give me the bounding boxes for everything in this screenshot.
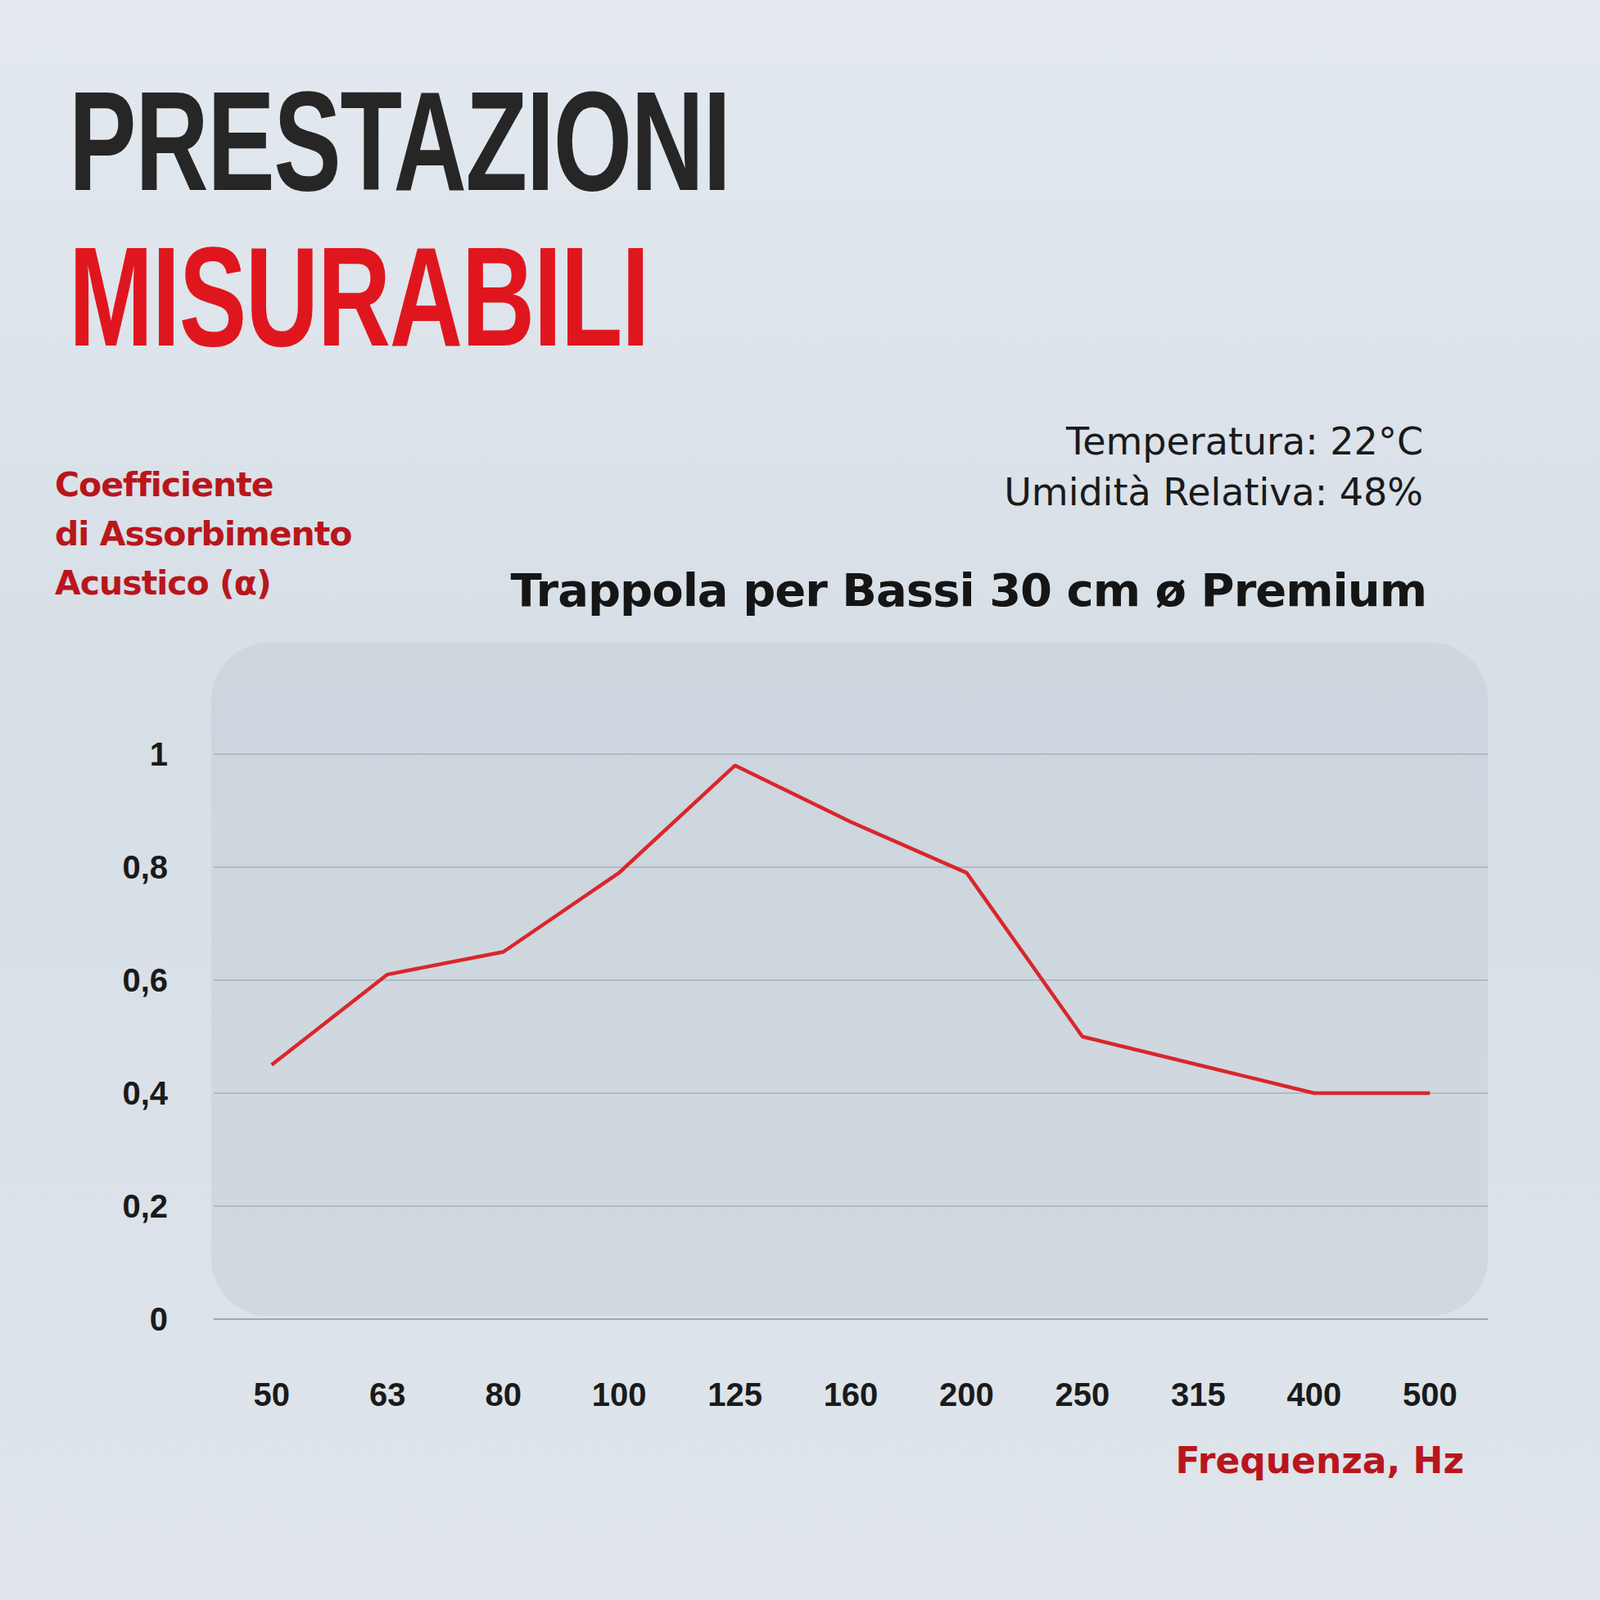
svg-text:0,2: 0,2 xyxy=(122,1188,168,1225)
svg-text:200: 200 xyxy=(939,1376,995,1413)
html-text:MISURABILI: MISURABILI xyxy=(68,217,649,376)
svg-text:315: 315 xyxy=(1170,1376,1226,1413)
html-text:Umidità Relativa: 48%: Umidità Relativa: 48% xyxy=(1004,470,1424,515)
svg-text:0: 0 xyxy=(149,1301,168,1338)
html-text:Frequenza, Hz: Frequenza, Hz xyxy=(1175,1439,1465,1482)
svg-text:1: 1 xyxy=(149,736,168,773)
svg-text:400: 400 xyxy=(1286,1376,1342,1413)
svg-text:0,6: 0,6 xyxy=(122,962,168,999)
html-text:Temperatura: 22°C: Temperatura: 22°C xyxy=(1066,419,1424,464)
svg-text:80: 80 xyxy=(484,1376,522,1413)
svg-text:0,8: 0,8 xyxy=(122,849,168,886)
html-text:Coefficiente di Assorbimento A: Coefficiente di Assorbimento Acustico (α… xyxy=(54,465,352,603)
svg-text:250: 250 xyxy=(1055,1376,1111,1413)
svg-text:160: 160 xyxy=(823,1376,879,1413)
html-text:PRESTAZIONI: PRESTAZIONI xyxy=(68,62,730,220)
svg-text:500: 500 xyxy=(1402,1376,1458,1413)
svg-text:125: 125 xyxy=(707,1376,763,1413)
html-text:Trappola per Bassi 30 cm ø Pre: Trappola per Bassi 30 cm ø Premium xyxy=(510,563,1427,617)
svg-text:0,4: 0,4 xyxy=(122,1075,168,1112)
svg-text:100: 100 xyxy=(592,1376,647,1413)
svg-text:63: 63 xyxy=(369,1376,407,1413)
svg-text:50: 50 xyxy=(253,1376,290,1413)
